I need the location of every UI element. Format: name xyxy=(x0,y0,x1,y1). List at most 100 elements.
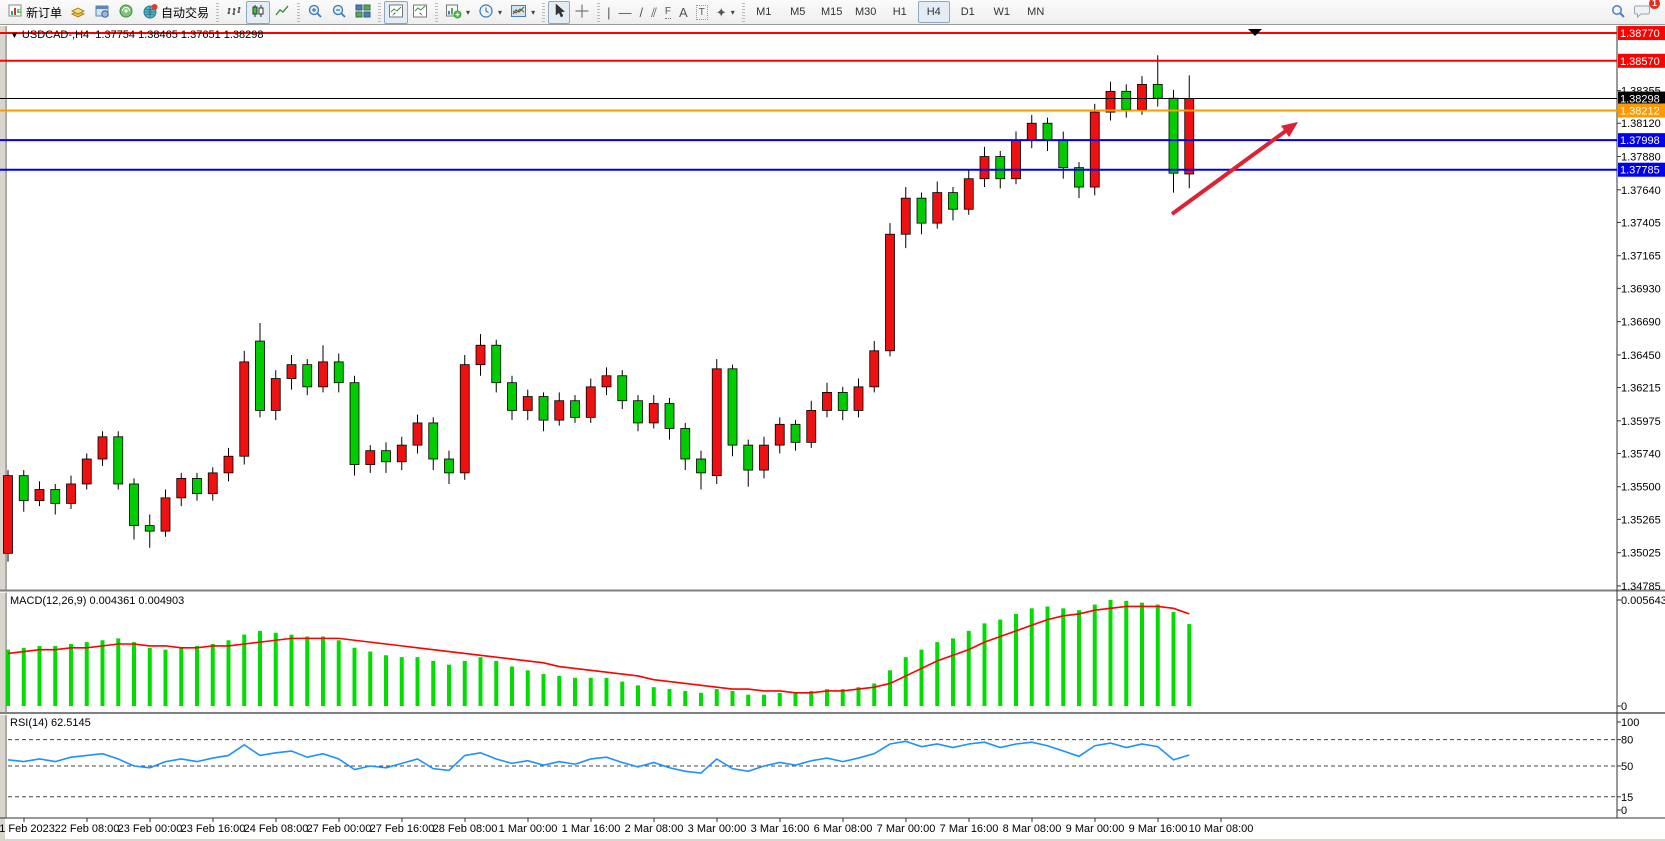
text-tool-button[interactable]: A xyxy=(675,1,692,24)
candle xyxy=(916,192,927,235)
toolbar-grip xyxy=(741,2,745,22)
macd-histogram-bar xyxy=(714,689,719,706)
fibonacci-tool-button[interactable]: F xyxy=(661,1,675,24)
candle xyxy=(759,436,769,479)
vertical-line-tool-button[interactable]: | xyxy=(603,1,614,24)
auto-trading-icon xyxy=(142,3,158,22)
market-watch-button[interactable] xyxy=(90,1,114,24)
timeframe-button-mn[interactable]: MN xyxy=(1027,6,1045,18)
new-chart-button[interactable]: ▾ xyxy=(441,1,474,24)
bar-chart-button[interactable] xyxy=(222,1,246,24)
price-badge-label: 1.37785 xyxy=(1620,165,1660,177)
timeframe-button-m30[interactable]: M30 xyxy=(855,6,877,18)
candle xyxy=(664,397,675,440)
chart-canvas[interactable]: 1.383551.381201.378801.376401.374051.371… xyxy=(0,26,1665,841)
toolbar-grip xyxy=(216,2,220,22)
candle xyxy=(66,475,76,509)
trendline-tool-button[interactable]: / xyxy=(635,1,647,24)
candle xyxy=(727,364,738,457)
candle xyxy=(491,339,502,393)
zoom-out-icon xyxy=(331,3,347,22)
zoom-out-button[interactable] xyxy=(327,1,351,24)
new-order-button[interactable]: + 新订单 xyxy=(4,1,66,24)
macd-histogram-bar xyxy=(510,666,514,706)
candle xyxy=(837,386,848,421)
timeframe-button-h1[interactable]: H1 xyxy=(892,6,907,18)
macd-histogram-bar xyxy=(699,692,703,706)
candle xyxy=(507,375,517,421)
notifications-button[interactable]: 1 xyxy=(1630,0,1660,24)
candle xyxy=(617,370,628,410)
candle xyxy=(554,392,565,426)
indicator-window-1-button[interactable] xyxy=(384,0,409,24)
time-tick-label: 7 Mar 00:00 xyxy=(877,823,936,835)
time-tick-label: 8 Mar 08:00 xyxy=(1003,823,1062,835)
macd-histogram-bar xyxy=(273,632,278,706)
time-tick-label: 3 Mar 00:00 xyxy=(688,823,747,835)
tile-windows-button[interactable] xyxy=(351,1,375,24)
candle xyxy=(932,181,943,229)
indicator-window-2-icon xyxy=(412,3,428,22)
crosshair-button[interactable] xyxy=(570,1,594,24)
candle xyxy=(1026,114,1037,149)
price-tick-label: 1.36690 xyxy=(1621,317,1661,329)
price-tick-label: 1.35265 xyxy=(1621,514,1661,526)
candle xyxy=(790,420,801,451)
price-axis: 1.383551.381201.378801.376401.374051.371… xyxy=(1617,26,1665,593)
macd-histogram-bar xyxy=(84,642,89,706)
rsi-line xyxy=(7,740,1190,774)
horizontal-line-icon: — xyxy=(618,4,632,20)
search-button[interactable] xyxy=(1606,1,1630,24)
timeframe-button-m1[interactable]: M1 xyxy=(756,6,772,18)
macd-histogram-bar xyxy=(903,657,908,706)
macd-histogram-bar xyxy=(541,674,546,706)
price-badge xyxy=(1618,103,1665,118)
down-triangle-marker[interactable] xyxy=(1248,29,1262,36)
macd-histogram-bar xyxy=(762,694,766,706)
candlestick-chart-button[interactable] xyxy=(246,0,271,24)
price-badge xyxy=(1618,162,1665,177)
text-label-icon: T xyxy=(695,4,708,20)
signals-button[interactable] xyxy=(114,1,138,24)
auto-trading-button[interactable]: 自动交易 xyxy=(138,1,213,24)
candle xyxy=(333,353,344,393)
toolbar-grip xyxy=(435,2,439,22)
line-chart-button[interactable] xyxy=(270,1,294,24)
zoom-in-button[interactable] xyxy=(303,1,327,24)
macd-histogram-bar xyxy=(1061,608,1066,706)
price-tick-label: 1.37880 xyxy=(1621,152,1661,164)
channel-tool-button[interactable]: ⫽ xyxy=(647,1,661,24)
timeframe-button-w1[interactable]: W1 xyxy=(993,6,1010,18)
cursor-button[interactable] xyxy=(548,0,571,24)
candle xyxy=(176,472,187,507)
timeframe-button-m15[interactable]: M15 xyxy=(821,6,843,18)
price-tick-label: 1.36215 xyxy=(1621,383,1661,395)
timeframe-button-m5[interactable]: M5 xyxy=(790,6,806,18)
text-label-tool-button[interactable]: T xyxy=(692,1,712,24)
candle xyxy=(948,187,958,221)
macd-histogram-bar xyxy=(683,690,688,706)
price-tick-label: 1.37640 xyxy=(1621,185,1661,197)
timeframe-toolbar: M1 M5 M15 M30 H1 H4 D1 W1 MN xyxy=(748,1,1052,23)
chart-window[interactable]: 1.383551.381201.378801.376401.374051.371… xyxy=(0,26,1665,841)
indicator-window-2-button[interactable] xyxy=(408,1,432,24)
macd-histogram-bar xyxy=(730,690,735,706)
timeframe-button-h4[interactable]: H4 xyxy=(917,1,950,23)
candle xyxy=(113,431,124,490)
trend-arrow[interactable] xyxy=(1170,122,1298,216)
chart-svg: 1.383551.381201.378801.376401.374051.371… xyxy=(0,26,1665,841)
candle xyxy=(444,450,454,484)
periods-button[interactable]: ▾ xyxy=(474,1,506,24)
macd-histogram-bar xyxy=(1140,602,1144,706)
line-chart-icon xyxy=(274,3,290,22)
timeframe-button-d1[interactable]: D1 xyxy=(960,6,975,18)
arrows-tool-button[interactable]: ✦ ▾ xyxy=(712,1,739,24)
templates-button[interactable]: ▾ xyxy=(506,1,539,24)
candle xyxy=(412,414,423,454)
horizontal-line-tool-button[interactable]: — xyxy=(614,1,635,24)
tick-chart-button[interactable] xyxy=(66,1,90,24)
macd-histogram-bar xyxy=(872,683,877,706)
time-tick-label: 2 Mar 08:00 xyxy=(625,823,684,835)
horizontal-line-objects xyxy=(0,32,1617,171)
macd-histogram-bar xyxy=(1029,608,1034,706)
